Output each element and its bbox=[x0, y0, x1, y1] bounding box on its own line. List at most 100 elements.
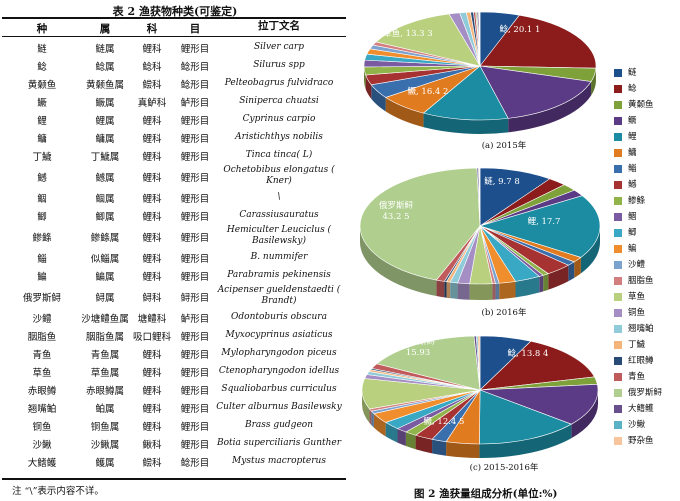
cell-genus: 沙塘鳢鱼属 bbox=[81, 314, 129, 325]
header-genus: 属 bbox=[99, 23, 111, 35]
cell-species: 翘嘴鲌 bbox=[27, 404, 57, 415]
cell-species: 丁鱥 bbox=[32, 152, 52, 163]
cell-family: 鲿科 bbox=[142, 458, 162, 469]
cell-family: 鲤科 bbox=[142, 386, 162, 397]
legend-item: 鲻 bbox=[614, 162, 637, 174]
cell-species: 草鱼 bbox=[32, 368, 52, 379]
legend-swatch bbox=[614, 132, 622, 141]
pie-slice bbox=[479, 340, 595, 391]
pie-data-label: 鲶, 13.8 4 bbox=[508, 348, 549, 359]
legend-swatch bbox=[614, 292, 622, 301]
cell-latin-name: Culter alburnus Basilewsky bbox=[216, 401, 342, 412]
cell-genus: 鲌属 bbox=[95, 404, 115, 415]
pie-slice-side bbox=[360, 226, 437, 297]
table-row: 鳜 鳜属 真鲈科 鲈形目 Siniperca chuatsi bbox=[0, 92, 350, 110]
cell-family: 鲤科 bbox=[142, 422, 162, 433]
legend-item: 鲫 bbox=[614, 226, 637, 238]
cell-latin-name: Silver carp bbox=[254, 41, 304, 52]
cell-species: 沙鳅 bbox=[32, 440, 52, 451]
pie-slice-side bbox=[373, 413, 386, 437]
legend-swatch bbox=[614, 324, 622, 333]
legend-swatch bbox=[614, 340, 622, 349]
table-header-rule bbox=[2, 36, 346, 37]
cell-family: 鲤科 bbox=[142, 233, 162, 244]
pie-slice-side bbox=[446, 441, 480, 458]
species-table: 表 2 渔获物种类(可鉴定) 种 属 科 目 拉丁文名 鲢鲢属 鲤科 鲤形目 Silv… bbox=[0, 5, 350, 497]
cell-family: 真鲈科 bbox=[137, 98, 167, 109]
pie-slice-side bbox=[365, 75, 372, 99]
pie-slice-side bbox=[397, 428, 406, 447]
table-row: 黄颡鱼 黄颡鱼属 鲿科 鲶形目 Pelteobagrus fulvidraco bbox=[0, 74, 350, 92]
pie-data-label: 鲤, 17.7 bbox=[528, 216, 561, 227]
table-row: 青鱼 青鱼属 鲤科 鲤形目 Mylopharyngodon piceus bbox=[0, 344, 350, 362]
cell-genus: 鳙属 bbox=[95, 134, 115, 145]
cell-species: 铜鱼 bbox=[32, 422, 52, 433]
cell-family: 鳅科 bbox=[142, 440, 162, 451]
cell-latin-name: Odontoburis obscura bbox=[231, 311, 327, 322]
cell-order: 鲶形目 bbox=[180, 80, 210, 91]
cell-family: 鲤科 bbox=[142, 44, 162, 55]
cell-order: 鲤形目 bbox=[180, 116, 210, 127]
cell-order: 鲤形目 bbox=[180, 272, 210, 283]
legend-label: 鲹鲦 bbox=[628, 196, 646, 206]
cell-latin-name: Ochetobibus elongatus ( Kner) bbox=[223, 165, 335, 186]
table-top-rule bbox=[2, 17, 346, 19]
legend-swatch bbox=[614, 148, 622, 157]
pie-slice bbox=[359, 167, 481, 281]
pie-data-label: 43.2 5 bbox=[382, 212, 409, 222]
legend-swatch bbox=[614, 244, 622, 253]
legend-swatch bbox=[614, 260, 622, 269]
cell-family: 鲟科 bbox=[142, 293, 162, 304]
cell-genus: 鲢属 bbox=[95, 44, 115, 55]
cell-latin-name: Pelteobagrus fulvidraco bbox=[224, 77, 334, 88]
table-note: 注 “\”表示内容不详。 bbox=[12, 486, 104, 497]
cell-family: 鲿科 bbox=[142, 80, 162, 91]
pie-slice-side bbox=[446, 281, 451, 299]
legend-swatch bbox=[614, 356, 622, 365]
cell-order: 鲈形目 bbox=[180, 314, 210, 325]
legend-swatch bbox=[614, 436, 622, 445]
table-row: 铜鱼 铜鱼属 鲤科 鲤形目 Brass gudgeon bbox=[0, 416, 350, 434]
legend-item: 鲹鲦 bbox=[614, 194, 646, 206]
legend-label: 鲻 bbox=[628, 164, 637, 174]
cell-order: 鲤形目 bbox=[180, 368, 210, 379]
cell-latin-name: \ bbox=[277, 191, 281, 202]
pie-slice-side bbox=[543, 273, 549, 292]
pie-slice bbox=[479, 389, 573, 445]
legend-label: 胭脂鱼 bbox=[628, 276, 654, 286]
legend-item: 俄罗斯鲟 bbox=[614, 386, 662, 398]
cell-genus: 鲤属 bbox=[95, 116, 115, 127]
pie-slice bbox=[479, 65, 592, 119]
cell-family: 鲤科 bbox=[142, 212, 162, 223]
cell-latin-name: Brass gudgeon bbox=[244, 419, 313, 430]
legend-label: 鲫 bbox=[628, 228, 637, 238]
cell-family: 鲤科 bbox=[142, 272, 162, 283]
cell-species: 赤眼鳟 bbox=[27, 386, 57, 397]
pie-slice bbox=[477, 335, 481, 391]
cell-latin-name: Squaliobarbus curriculus bbox=[221, 383, 337, 394]
cell-family: 鲤科 bbox=[142, 152, 162, 163]
pie-slice-side bbox=[369, 408, 372, 426]
cell-species: 鲴 bbox=[37, 194, 47, 205]
table-row: 沙鳅 沙鳅属 鳅科 鲤形目 Botia superciliaris Gunther bbox=[0, 434, 350, 452]
cell-species: 鲻 bbox=[37, 254, 47, 265]
pie-chart-2015: 鲶, 20.1 1 鳜, 16.4 2 草鱼, 13.3 3 bbox=[363, 11, 597, 135]
legend-swatch bbox=[614, 372, 622, 381]
cell-order: 鲤形目 bbox=[180, 44, 210, 55]
table-bottom-rule bbox=[2, 478, 346, 480]
pie-slice-side bbox=[580, 226, 600, 274]
legend-swatch bbox=[614, 180, 622, 189]
legend-item: 青鱼 bbox=[614, 370, 645, 382]
legend-label: 沙鳅 bbox=[628, 420, 646, 430]
cell-species: 鲫 bbox=[37, 212, 47, 223]
pie-slice bbox=[478, 167, 481, 227]
pie-slice-side bbox=[405, 432, 416, 450]
cell-species: 鳜 bbox=[37, 98, 47, 109]
pie-data-label: 鲶, 20.1 1 bbox=[500, 24, 541, 35]
cell-order: 鲤形目 bbox=[180, 194, 210, 205]
cell-order: 鲤形目 bbox=[180, 386, 210, 397]
cell-order: 鲤形目 bbox=[180, 332, 210, 343]
table-row: 鲤 鲤属 鲤科 鲤形目 Cyprinus carpio bbox=[0, 110, 350, 128]
pie-slice bbox=[479, 383, 599, 425]
cell-latin-name: Carassiusauratus bbox=[239, 209, 319, 220]
